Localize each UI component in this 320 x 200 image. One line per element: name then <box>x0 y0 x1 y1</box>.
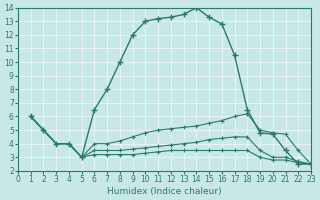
X-axis label: Humidex (Indice chaleur): Humidex (Indice chaleur) <box>107 187 222 196</box>
